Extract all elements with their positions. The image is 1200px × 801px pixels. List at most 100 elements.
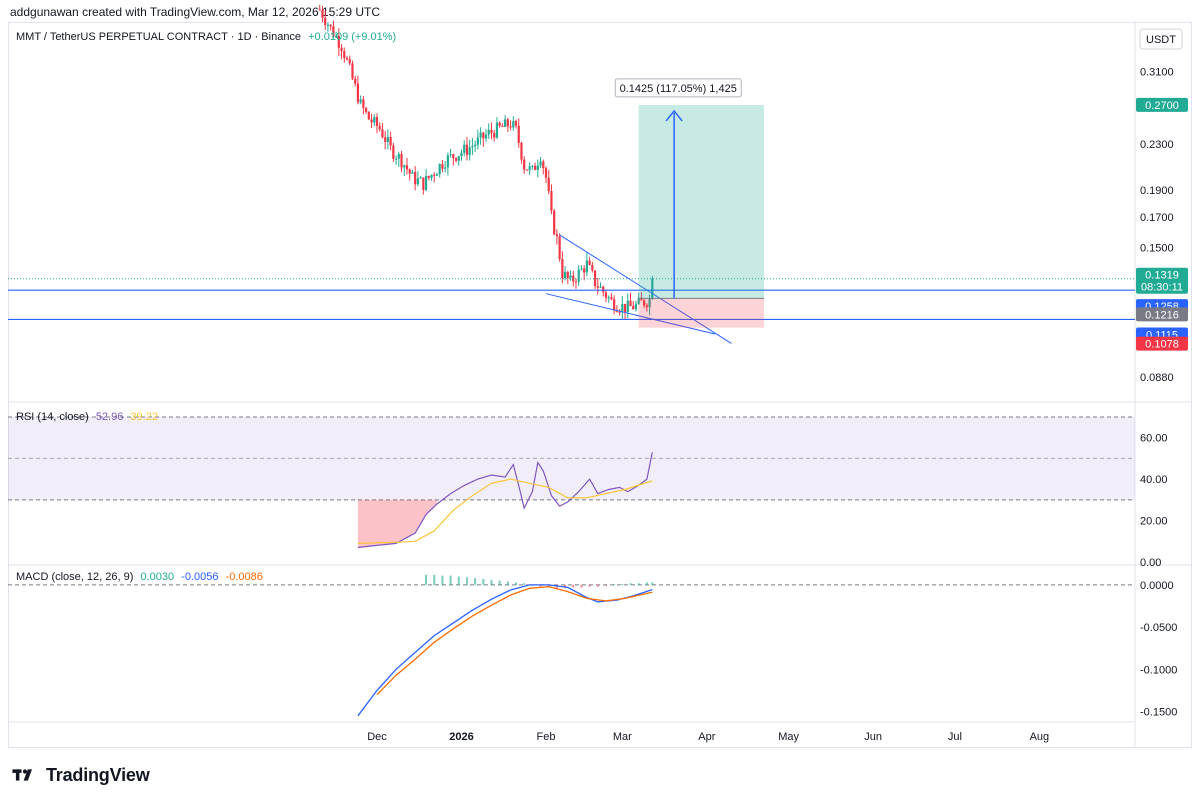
candle-body[interactable] (463, 144, 466, 153)
wedge-lower-trendline[interactable] (545, 293, 716, 335)
candle-body[interactable] (354, 78, 357, 84)
candle-body[interactable] (531, 165, 534, 167)
rsi-line[interactable] (357, 452, 653, 549)
candle-body[interactable] (370, 119, 373, 123)
candle-body[interactable] (403, 165, 406, 168)
candle-body[interactable] (572, 275, 575, 282)
candle-body[interactable] (613, 299, 616, 311)
candle-body[interactable] (359, 99, 362, 103)
candle-body[interactable] (544, 168, 548, 178)
candle-body[interactable] (373, 117, 376, 123)
candle-body[interactable] (585, 260, 588, 273)
candle-body[interactable] (324, 17, 327, 26)
candle-body[interactable] (468, 147, 471, 155)
position-target-zone[interactable] (638, 104, 765, 299)
candle-body[interactable] (645, 305, 648, 308)
candle-body[interactable] (337, 35, 340, 48)
candle-body[interactable] (591, 264, 594, 271)
candle-body[interactable] (414, 172, 417, 185)
currency-button[interactable] (1139, 28, 1183, 50)
candle-body[interactable] (389, 137, 392, 146)
candle-body[interactable] (593, 270, 597, 286)
candle-body[interactable] (362, 99, 365, 108)
candle-body[interactable] (351, 63, 354, 79)
candle-body[interactable] (422, 177, 425, 191)
candle-body[interactable] (460, 152, 463, 157)
candle-body[interactable] (364, 107, 368, 112)
candle-body[interactable] (547, 177, 550, 192)
candle-body[interactable] (539, 161, 542, 166)
candle-body[interactable] (444, 167, 447, 169)
position-stop-zone[interactable] (638, 298, 765, 328)
candle-body[interactable] (446, 155, 449, 168)
candle-body[interactable] (509, 126, 512, 128)
candle-body[interactable] (345, 58, 349, 60)
candle-body[interactable] (397, 153, 400, 159)
candle-body[interactable] (618, 311, 621, 313)
candle-body[interactable] (321, 9, 324, 18)
macd-signal-line[interactable] (376, 585, 653, 696)
candle-body[interactable] (550, 191, 553, 211)
candle-body[interactable] (449, 154, 452, 156)
candle-body[interactable] (580, 268, 583, 270)
candle-body[interactable] (533, 165, 537, 170)
candle-body[interactable] (384, 137, 387, 142)
candle-body[interactable] (599, 286, 602, 288)
candle-body[interactable] (433, 174, 436, 176)
candle-body[interactable] (596, 285, 599, 288)
candle-body[interactable] (408, 169, 411, 174)
candle-body[interactable] (643, 300, 646, 306)
candle-body[interactable] (476, 137, 479, 145)
candle-body[interactable] (577, 269, 580, 282)
candle-body[interactable] (648, 299, 651, 308)
candle-body[interactable] (419, 177, 422, 179)
candle-body[interactable] (651, 278, 654, 300)
candle-body[interactable] (634, 303, 638, 310)
candle-body[interactable] (378, 126, 381, 130)
candle-body[interactable] (435, 174, 439, 176)
candle-body[interactable] (438, 164, 441, 175)
candle-body[interactable] (452, 154, 455, 159)
candle-body[interactable] (381, 129, 384, 138)
candle-body[interactable] (553, 210, 556, 235)
candle-body[interactable] (487, 129, 490, 135)
candle-body[interactable] (498, 122, 501, 126)
candle-body[interactable] (484, 134, 488, 139)
candle-body[interactable] (493, 133, 496, 138)
candle-body[interactable] (329, 24, 332, 27)
candle-body[interactable] (610, 297, 613, 300)
candle-body[interactable] (332, 26, 335, 37)
candle-body[interactable] (504, 119, 507, 127)
candle-body[interactable] (558, 236, 561, 260)
candle-body[interactable] (555, 234, 559, 237)
candle-body[interactable] (604, 292, 608, 298)
candle-body[interactable] (602, 286, 605, 293)
candle-body[interactable] (501, 125, 504, 127)
candle-body[interactable] (512, 121, 515, 128)
candle-body[interactable] (411, 172, 414, 174)
candle-body[interactable] (574, 281, 578, 283)
candle-body[interactable] (514, 121, 518, 126)
candle-body[interactable] (405, 165, 409, 170)
candle-body[interactable] (632, 306, 635, 310)
candle-body[interactable] (482, 132, 485, 139)
candle-body[interactable] (392, 145, 395, 159)
candle-body[interactable] (637, 297, 640, 304)
candle-body[interactable] (621, 303, 624, 312)
candle-body[interactable] (629, 300, 632, 307)
candle-body[interactable] (340, 47, 343, 52)
macd-line[interactable] (357, 584, 653, 717)
candle-body[interactable] (479, 132, 482, 138)
candle-body[interactable] (528, 166, 531, 171)
candle-body[interactable] (583, 268, 586, 273)
candle-body[interactable] (348, 59, 351, 64)
candle-body[interactable] (520, 142, 523, 160)
candle-body[interactable] (490, 129, 493, 134)
candle-body[interactable] (495, 122, 499, 138)
candle-body[interactable] (640, 297, 643, 301)
candle-body[interactable] (441, 164, 444, 169)
wedge-upper-trendline[interactable] (559, 234, 732, 344)
candle-body[interactable] (542, 161, 545, 169)
candle-body[interactable] (356, 83, 360, 103)
